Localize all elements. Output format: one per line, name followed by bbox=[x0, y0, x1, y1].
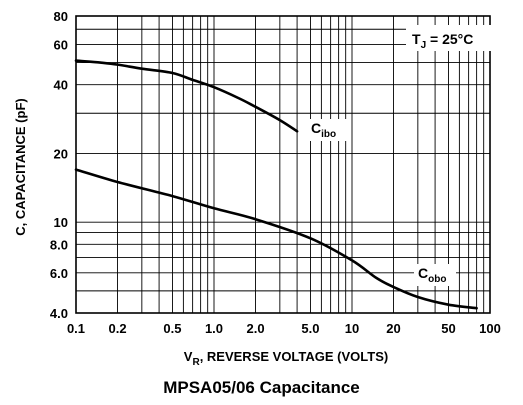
y-tick-label: 4.0 bbox=[50, 306, 68, 321]
series-label-cobo: Cobo bbox=[418, 265, 446, 285]
grid bbox=[75, 15, 491, 314]
temperature-annotation-box bbox=[406, 25, 492, 51]
x-tick-label: 20 bbox=[386, 321, 400, 336]
cobo-label-bg bbox=[414, 264, 456, 286]
series-label-cibo: Cibo bbox=[311, 120, 336, 140]
curve-cobo bbox=[74, 168, 478, 310]
x-tick-label: 0.1 bbox=[67, 321, 85, 336]
x-tick-label: 5.0 bbox=[301, 321, 319, 336]
chart-caption: MPSA05/06 Capacitance bbox=[163, 378, 360, 397]
x-tick-label: 0.5 bbox=[163, 321, 181, 336]
cibo-label-bg bbox=[307, 119, 347, 141]
plot-frame bbox=[75, 15, 491, 314]
y-tick-label: 6.0 bbox=[50, 266, 68, 281]
y-tick-label: 10 bbox=[54, 215, 68, 230]
x-tick-label: 50 bbox=[441, 321, 455, 336]
y-axis-title: C, CAPACITANCE (pF) bbox=[13, 98, 28, 235]
y-tick-label: 80 bbox=[54, 9, 68, 24]
x-tick-label: 0.2 bbox=[109, 321, 127, 336]
x-tick-label: 2.0 bbox=[247, 321, 265, 336]
x-tick-label: 100 bbox=[479, 321, 501, 336]
temperature-annotation: TJ = 25°C bbox=[412, 31, 473, 51]
x-axis-title: VR, REVERSE VOLTAGE (VOLTS) bbox=[184, 349, 388, 368]
y-tick-label: 60 bbox=[54, 38, 68, 53]
y-tick-label: 8.0 bbox=[50, 237, 68, 252]
tick-labels: 0.1 0.2 0.5 1.0 2.0 5.0 10 20 50 100 4.0 6.0 8.0 10 20… bbox=[50, 9, 501, 336]
x-tick-label: 10 bbox=[345, 321, 359, 336]
y-tick-label: 40 bbox=[54, 78, 68, 93]
x-tick-label: 1.0 bbox=[205, 321, 223, 336]
curve-cibo bbox=[74, 59, 299, 133]
y-tick-label: 20 bbox=[54, 146, 68, 161]
series-curves bbox=[74, 59, 478, 310]
